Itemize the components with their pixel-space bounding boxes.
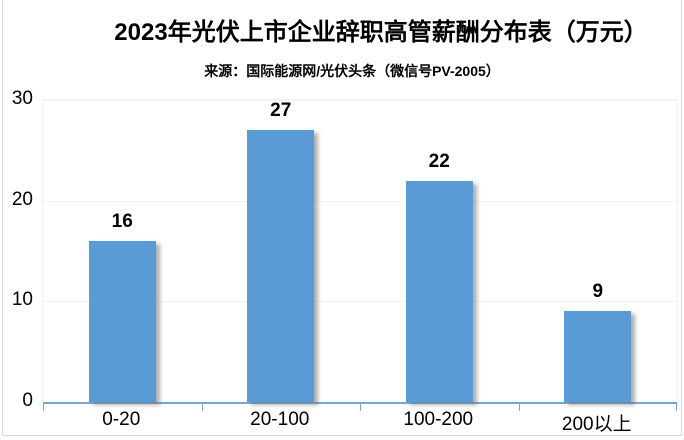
gridline (43, 100, 677, 101)
x-tick-label: 100-200 (403, 409, 474, 430)
gridline (43, 301, 677, 303)
chart-title: 2023年光伏上市企业辞职高管薪酬分布表（万元） (114, 19, 648, 46)
gridline (43, 200, 677, 202)
bar (405, 180, 473, 402)
x-axis-line (43, 402, 677, 404)
axis-tick-mark (360, 404, 361, 411)
x-tick-label: 200以上 (561, 414, 632, 435)
axis-tick-mark (43, 404, 44, 411)
x-tick-label: 20-100 (250, 409, 310, 430)
y-tick-label: 10 (11, 289, 33, 311)
axis-tick-mark (519, 404, 520, 411)
bar (247, 130, 315, 402)
bar-value-label: 16 (111, 210, 133, 232)
x-tick-label: 0-20 (102, 409, 141, 430)
bar (564, 311, 632, 402)
axis-tick-mark (202, 404, 203, 411)
bar-value-label: 22 (428, 150, 450, 172)
y-tick-label: 20 (11, 188, 33, 210)
axis-tick-mark (676, 404, 677, 411)
bar-value-label: 9 (592, 281, 604, 303)
y-tick-label: 30 (11, 88, 33, 109)
chart-source-subtitle: 来源：国际能源网/光伏头条（微信号PV-2005） (204, 63, 500, 79)
bar (88, 240, 156, 402)
plot-area: 16 27 22 9 (42, 99, 678, 411)
bar-value-label: 27 (270, 100, 292, 122)
y-tick-label: 0 (22, 390, 33, 411)
